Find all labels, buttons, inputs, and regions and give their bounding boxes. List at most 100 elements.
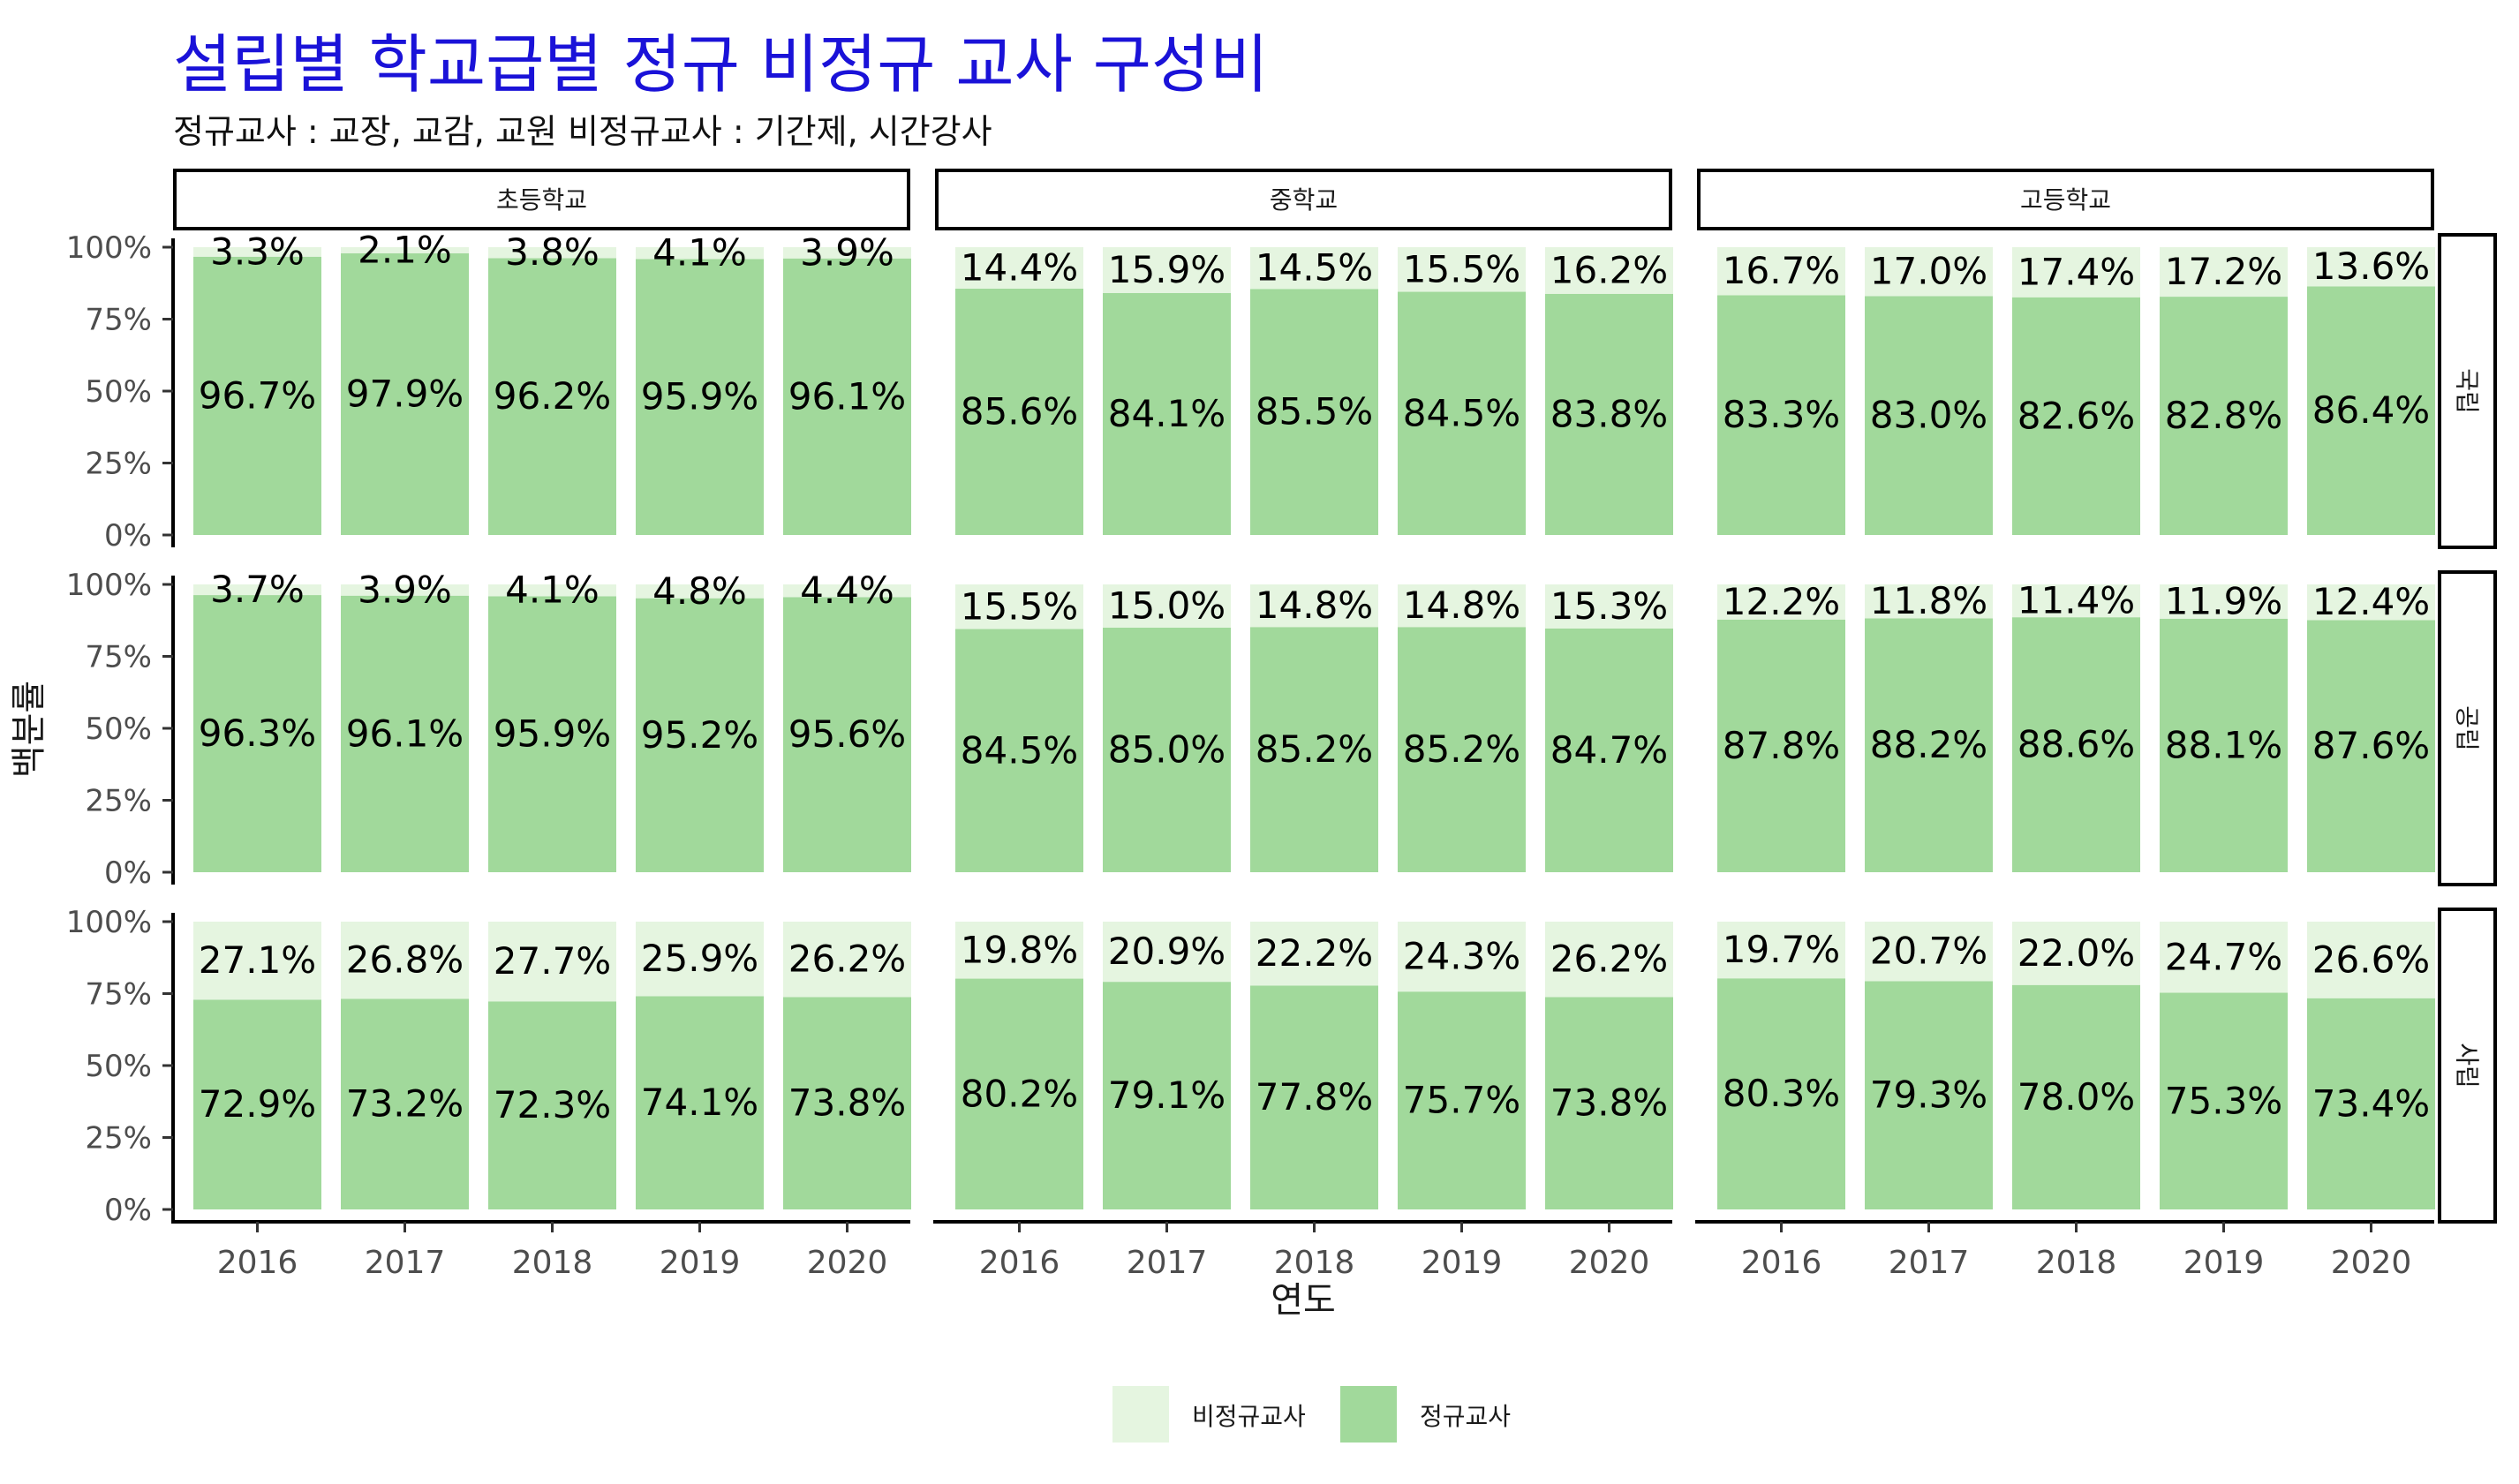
- y-tick-label: 100%: [66, 230, 152, 266]
- data-label-nonregular: 15.5%: [961, 584, 1078, 628]
- data-label-nonregular: 11.9%: [2165, 579, 2282, 622]
- data-label-regular: 87.8%: [1723, 724, 1840, 767]
- data-label-regular: 79.1%: [1108, 1073, 1226, 1117]
- data-label-nonregular: 3.9%: [800, 230, 894, 274]
- data-label-regular: 88.2%: [1870, 723, 1987, 766]
- data-label-nonregular: 14.8%: [1403, 584, 1520, 627]
- data-label-regular: 95.9%: [494, 712, 611, 756]
- data-label-regular: 84.1%: [1108, 392, 1226, 435]
- x-tick-label: 2017: [1127, 1245, 1208, 1281]
- data-label-regular: 86.4%: [2312, 388, 2430, 432]
- data-label-nonregular: 14.4%: [961, 245, 1078, 289]
- data-label-regular: 96.3%: [199, 712, 316, 755]
- data-label-nonregular: 15.3%: [1550, 584, 1668, 628]
- data-label-regular: 95.9%: [641, 375, 758, 418]
- data-label-regular: 82.6%: [2017, 394, 2135, 437]
- legend-key: [1112, 1386, 1169, 1443]
- y-tick-label: 75%: [85, 303, 152, 338]
- x-tick-label: 2018: [1274, 1245, 1355, 1281]
- data-label-nonregular: 12.4%: [2312, 580, 2430, 623]
- data-label-nonregular: 26.8%: [346, 938, 464, 982]
- data-label-regular: 85.5%: [1256, 390, 1373, 433]
- y-tick-label: 50%: [85, 1049, 152, 1084]
- data-label-regular: 96.2%: [494, 374, 611, 418]
- data-label-regular: 96.7%: [199, 373, 316, 417]
- data-label-regular: 85.6%: [961, 389, 1078, 433]
- data-label-regular: 96.1%: [788, 374, 906, 418]
- data-label-regular: 82.8%: [2165, 394, 2282, 437]
- data-label-nonregular: 2.1%: [358, 228, 452, 271]
- x-tick-label: 2020: [1569, 1245, 1650, 1281]
- x-tick-label: 2016: [979, 1245, 1060, 1281]
- x-tick-label: 2017: [365, 1245, 446, 1281]
- legend-label: 정규교사: [1420, 1402, 1511, 1431]
- data-label-nonregular: 25.9%: [641, 937, 758, 980]
- data-label-nonregular: 17.2%: [2165, 250, 2282, 293]
- data-label-nonregular: 16.2%: [1550, 248, 1668, 291]
- data-label-regular: 85.2%: [1256, 727, 1373, 771]
- data-label-regular: 73.8%: [1550, 1081, 1668, 1125]
- x-tick-label: 2019: [2183, 1245, 2265, 1281]
- legend-label: 비정규교사: [1192, 1402, 1306, 1431]
- data-label-regular: 97.9%: [346, 372, 464, 415]
- y-tick-label: 50%: [85, 374, 152, 410]
- data-label-regular: 84.7%: [1550, 728, 1668, 772]
- data-label-regular: 73.4%: [2312, 1081, 2430, 1125]
- data-label-nonregular: 14.5%: [1256, 246, 1373, 290]
- data-label-regular: 95.2%: [641, 713, 758, 757]
- facet-label-row: 공립: [2453, 705, 2482, 751]
- data-label-regular: 73.2%: [346, 1082, 464, 1126]
- data-label-nonregular: 11.8%: [1870, 579, 1987, 622]
- data-label-regular: 74.1%: [641, 1081, 758, 1124]
- data-label-nonregular: 22.2%: [1256, 931, 1373, 975]
- data-label-regular: 77.8%: [1256, 1075, 1373, 1119]
- facet-label-col: 초등학교: [496, 185, 587, 215]
- data-label-nonregular: 15.5%: [1403, 247, 1520, 290]
- data-label-regular: 85.0%: [1108, 727, 1226, 771]
- y-tick-label: 25%: [85, 784, 152, 819]
- data-label-regular: 88.1%: [2165, 723, 2282, 766]
- facet-label-row: 사립: [2453, 1043, 2482, 1089]
- data-label-nonregular: 11.4%: [2017, 579, 2135, 622]
- y-tick-label: 100%: [66, 568, 152, 603]
- data-label-nonregular: 24.7%: [2165, 935, 2282, 978]
- data-label-regular: 95.6%: [788, 712, 906, 756]
- data-label-nonregular: 15.9%: [1108, 248, 1226, 291]
- data-label-nonregular: 4.4%: [800, 569, 894, 612]
- data-label-regular: 85.2%: [1403, 727, 1520, 771]
- x-tick-label: 2019: [1422, 1245, 1503, 1281]
- y-tick-label: 50%: [85, 712, 152, 747]
- x-tick-label: 2020: [807, 1245, 888, 1281]
- data-label-nonregular: 20.9%: [1108, 930, 1226, 973]
- data-label-regular: 75.7%: [1403, 1079, 1520, 1122]
- data-label-nonregular: 3.7%: [210, 568, 305, 611]
- data-label-nonregular: 26.6%: [2312, 938, 2430, 981]
- y-tick-label: 75%: [85, 640, 152, 675]
- x-tick-label: 2016: [1741, 1245, 1822, 1281]
- data-label-nonregular: 12.2%: [1723, 580, 1840, 623]
- data-label-nonregular: 3.9%: [358, 568, 452, 611]
- data-label-regular: 83.0%: [1870, 394, 1987, 437]
- data-label-nonregular: 15.0%: [1108, 584, 1226, 627]
- data-label-regular: 80.3%: [1723, 1072, 1840, 1115]
- data-label-nonregular: 24.3%: [1403, 935, 1520, 978]
- data-label-nonregular: 19.7%: [1723, 928, 1840, 971]
- data-label-nonregular: 3.3%: [210, 230, 305, 273]
- x-axis-title: 연도: [1271, 1280, 1336, 1321]
- data-label-regular: 78.0%: [2017, 1075, 2135, 1119]
- data-label-nonregular: 19.8%: [961, 928, 1078, 971]
- x-tick-label: 2020: [2331, 1245, 2412, 1281]
- data-label-nonregular: 27.7%: [494, 939, 611, 983]
- data-label-nonregular: 26.2%: [788, 938, 906, 981]
- data-label-nonregular: 4.1%: [505, 569, 600, 612]
- x-tick-label: 2017: [1889, 1245, 1970, 1281]
- data-label-regular: 72.9%: [199, 1082, 316, 1126]
- data-label-nonregular: 16.7%: [1723, 249, 1840, 292]
- data-label-nonregular: 13.6%: [2312, 245, 2430, 288]
- data-label-nonregular: 4.1%: [652, 231, 747, 275]
- x-tick-label: 2016: [217, 1245, 298, 1281]
- data-label-regular: 79.3%: [1870, 1073, 1987, 1117]
- y-tick-label: 75%: [85, 977, 152, 1013]
